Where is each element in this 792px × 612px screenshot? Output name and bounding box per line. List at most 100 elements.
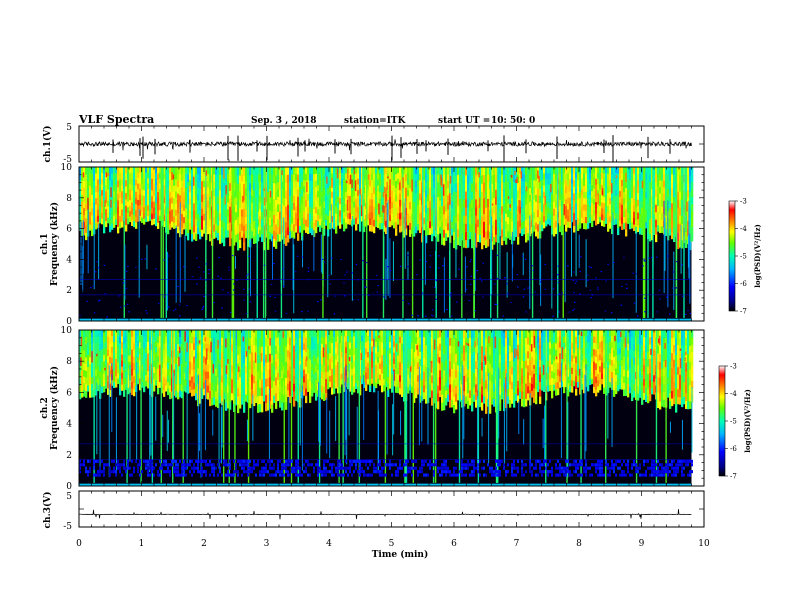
spectrogram-streak (167, 251, 169, 311)
spectrogram-cell (191, 167, 194, 175)
spectrogram-cell (103, 330, 106, 337)
spectrogram-cell (609, 216, 612, 223)
spectrogram-cell (305, 206, 308, 214)
spectrogram-cell (391, 178, 394, 185)
spectrogram-cell (155, 379, 158, 386)
spectrogram-cell (621, 198, 624, 205)
spectrogram-cell (375, 208, 378, 216)
spectrogram-cell (243, 225, 246, 234)
spectrogram-cell (573, 180, 576, 187)
spectrogram-cell (651, 225, 654, 233)
spectrogram-cell (331, 173, 334, 180)
spectrogram-cell (329, 173, 332, 180)
spectrogram-cell (591, 196, 594, 204)
spectrogram-cell (395, 173, 398, 181)
spectrogram-cell (681, 191, 684, 200)
spectrogram-cell (617, 207, 620, 215)
spectrogram-cell (397, 178, 400, 185)
spectrogram-streak (98, 224, 100, 280)
spectrogram-cell (279, 337, 282, 346)
spectrogram-cell (329, 197, 332, 205)
spectrogram-cell (193, 203, 196, 211)
spectrogram-cell (513, 174, 516, 182)
spectrogram-cell (263, 351, 266, 359)
spectrogram-cell (235, 189, 238, 198)
spectrogram-cell (245, 216, 248, 224)
spectrogram-cell (453, 183, 456, 192)
spectrogram-cell (567, 215, 570, 222)
spectrogram-cell (289, 209, 292, 218)
spectrogram-cell (307, 360, 310, 368)
spectrogram-cell (349, 207, 352, 214)
spectrogram-cell (131, 336, 134, 344)
spectrogram-cell (201, 173, 204, 182)
spectrogram-cell (207, 200, 210, 208)
spectrogram-cell (237, 208, 240, 218)
spectrogram-cell (659, 193, 662, 201)
spectrogram-cell (373, 226, 376, 234)
spectrogram-cell (113, 185, 116, 192)
spectrogram-cell (221, 367, 224, 376)
spectrogram-streak (578, 234, 580, 269)
spectrogram-cell (87, 366, 90, 374)
spectrogram-cell (253, 167, 256, 175)
spectrogram-cell (139, 188, 142, 195)
spectrogram-cell (177, 364, 180, 372)
spectrogram-cell (103, 206, 106, 214)
spectrogram-cell (529, 173, 532, 182)
spectrogram-cell (381, 185, 384, 193)
spectrogram-cell (455, 208, 458, 217)
spectrogram-cell (561, 200, 564, 209)
spectrogram-hot-patch (544, 196, 546, 205)
spectrogram-cell (219, 182, 222, 191)
spectrogram-cell (537, 224, 540, 232)
spectrogram-cell (599, 172, 602, 179)
spectrogram-cell (419, 167, 422, 174)
spectrogram-cell (133, 208, 136, 216)
spectrogram-cell (481, 224, 484, 233)
spectrogram-cell (685, 215, 688, 224)
spectrogram-cell (681, 215, 684, 225)
spectrogram-cell (389, 196, 392, 204)
spectrogram-cell (215, 202, 218, 210)
spectrogram-cell (459, 182, 462, 191)
spectrogram-cell (237, 167, 240, 176)
spectrogram-cell (203, 200, 206, 208)
spectrogram-cell (269, 384, 272, 394)
spectrogram-cell (125, 205, 128, 213)
spectrogram-hot-patch (347, 168, 349, 179)
spectrogram-cell (215, 223, 218, 231)
spectrogram-cell (101, 184, 104, 191)
spectrogram-cell (443, 237, 446, 246)
spectrogram-cell (103, 173, 106, 181)
spectrogram-cell (547, 206, 550, 213)
spectrogram-cell (605, 178, 608, 185)
spectrogram-cell (423, 217, 426, 224)
spectrogram-cell (603, 214, 606, 221)
spectrogram-cell (579, 173, 582, 180)
spectrogram-cell (79, 167, 82, 174)
spectrogram-cell (645, 191, 648, 198)
spectrogram-cell (613, 218, 616, 225)
spectrogram-cell (193, 195, 196, 204)
spectrogram-cell (345, 216, 348, 223)
spectrogram-cell (303, 198, 306, 206)
spectrogram-cell (641, 221, 644, 229)
spectrogram-hot-patch (345, 180, 348, 184)
spectrogram-cell (187, 196, 190, 204)
spectrogram-cell (167, 355, 170, 363)
spectrogram-cell (517, 236, 520, 245)
spectrogram-cell (261, 181, 264, 190)
spectrogram-cell (483, 174, 486, 183)
spectrogram-cell (111, 217, 114, 224)
spectrogram-cell (509, 217, 512, 226)
spectrogram-cell (141, 381, 144, 388)
spectrogram-hot-patch (336, 168, 339, 179)
spectrogram-cell (165, 336, 168, 343)
spectrogram-cell (571, 194, 574, 201)
spectrogram-cell (623, 216, 626, 224)
spectrogram-cell (205, 391, 208, 399)
spectrogram-cell (243, 362, 246, 372)
spectrogram-cell (343, 218, 346, 225)
spectrogram-cell (101, 342, 104, 350)
